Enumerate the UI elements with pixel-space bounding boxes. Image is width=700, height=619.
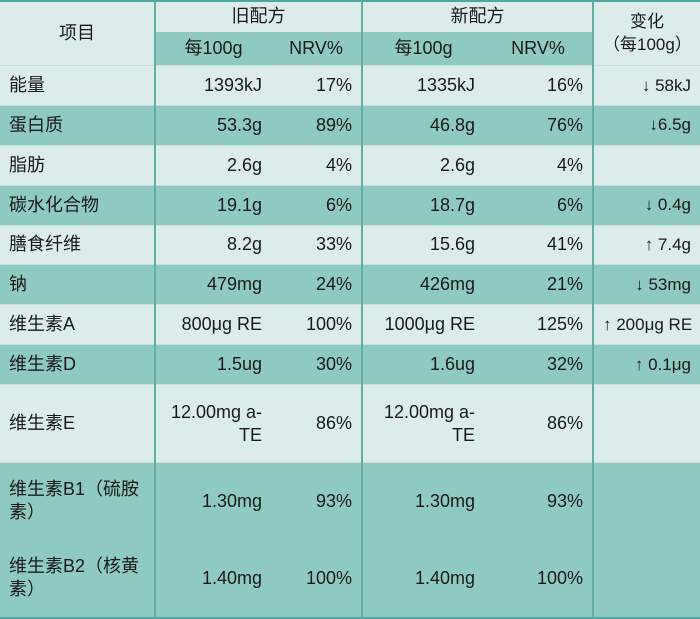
cell-new-amount: 1.40mg bbox=[362, 539, 484, 618]
table-header: 项目 旧配方 新配方 变化 （每100g） 每100g NRV% 每100g N… bbox=[0, 1, 700, 66]
cell-change: ↑ 0.1μg bbox=[593, 344, 700, 385]
cell-old-nrv: 33% bbox=[271, 224, 363, 265]
table-body: 能量 1393kJ 17% 1335kJ 16% ↓ 58kJ 蛋白质 53.3g 89% 46.… bbox=[0, 65, 700, 618]
row-item-label: 维生素E bbox=[0, 383, 155, 463]
header-new-amount: 每100g bbox=[362, 32, 484, 66]
cell-change bbox=[593, 383, 700, 463]
table-row: 维生素D 1.5ug 30% 1.6ug 32% ↑ 0.1μg bbox=[0, 344, 700, 385]
cell-old-nrv: 89% bbox=[271, 104, 363, 146]
cell-new-amount: 1000μg RE bbox=[362, 304, 484, 345]
cell-change: ↓6.5g bbox=[593, 104, 700, 146]
header-change-line1: 变化 bbox=[630, 11, 664, 31]
row-item-label: 蛋白质 bbox=[0, 104, 155, 146]
cell-old-nrv: 17% bbox=[271, 65, 363, 106]
cell-old-amount: 12.00mg a-TE bbox=[154, 383, 271, 463]
cell-old-nrv: 93% bbox=[271, 462, 363, 540]
table-row: 碳水化合物 19.1g 6% 18.7g 6% ↓ 0.4g bbox=[0, 184, 700, 225]
header-item: 项目 bbox=[0, 1, 155, 66]
table-row: 钠 479mg 24% 426mg 21% ↓ 53mg bbox=[0, 264, 700, 305]
cell-old-amount: 53.3g bbox=[154, 104, 271, 146]
row-item-label: 维生素B1（硫胺素） bbox=[0, 462, 155, 540]
cell-change: ↓ 53mg bbox=[593, 264, 700, 305]
cell-old-amount: 1.5ug bbox=[154, 344, 271, 385]
cell-old-amount: 1.30mg bbox=[154, 462, 271, 540]
cell-change: ↑ 7.4g bbox=[593, 224, 700, 265]
cell-new-nrv: 125% bbox=[484, 304, 594, 345]
table-row: 能量 1393kJ 17% 1335kJ 16% ↓ 58kJ bbox=[0, 65, 700, 106]
cell-change: ↓ 0.4g bbox=[593, 184, 700, 225]
cell-new-amount: 1.30mg bbox=[362, 462, 484, 540]
table-row: 脂肪 2.6g 4% 2.6g 4% bbox=[0, 144, 700, 186]
cell-old-nrv: 4% bbox=[271, 144, 363, 186]
row-item-label: 碳水化合物 bbox=[0, 184, 155, 225]
cell-old-nrv: 30% bbox=[271, 344, 363, 385]
cell-old-amount: 1.40mg bbox=[154, 539, 271, 618]
header-change: 变化 （每100g） bbox=[593, 1, 700, 66]
cell-change: ↑ 200μg RE bbox=[593, 304, 700, 345]
cell-old-amount: 479mg bbox=[154, 264, 271, 305]
row-item-label: 膳食纤维 bbox=[0, 224, 155, 265]
cell-new-amount: 426mg bbox=[362, 264, 484, 305]
cell-change: ↓ 58kJ bbox=[593, 65, 700, 106]
table-row: 蛋白质 53.3g 89% 46.8g 76% ↓6.5g bbox=[0, 104, 700, 146]
header-row-subs: 每100g NRV% 每100g NRV% bbox=[0, 32, 700, 66]
header-change-line2: （每100g） bbox=[603, 34, 692, 54]
cell-new-nrv: 4% bbox=[484, 144, 594, 186]
cell-change bbox=[593, 144, 700, 186]
cell-old-amount: 2.6g bbox=[154, 144, 271, 186]
cell-new-amount: 1335kJ bbox=[362, 65, 484, 106]
cell-old-nrv: 100% bbox=[271, 304, 363, 345]
cell-new-amount: 2.6g bbox=[362, 144, 484, 186]
row-item-label: 脂肪 bbox=[0, 144, 155, 186]
row-item-label: 钠 bbox=[0, 264, 155, 305]
table-row: 维生素B1（硫胺素） 1.30mg 93% 1.30mg 93% bbox=[0, 462, 700, 540]
cell-change bbox=[593, 462, 700, 540]
table-row: 维生素E 12.00mg a-TE 86% 12.00mg a-TE 86% bbox=[0, 383, 700, 463]
row-item-label: 维生素D bbox=[0, 344, 155, 385]
cell-new-nrv: 76% bbox=[484, 104, 594, 146]
cell-old-nrv: 86% bbox=[271, 383, 363, 463]
cell-change bbox=[593, 539, 700, 618]
row-item-label: 能量 bbox=[0, 65, 155, 106]
table-row: 维生素B2（核黄素） 1.40mg 100% 1.40mg 100% bbox=[0, 539, 700, 618]
header-group-old: 旧配方 bbox=[154, 1, 363, 32]
cell-new-amount: 46.8g bbox=[362, 104, 484, 146]
cell-new-amount: 12.00mg a-TE bbox=[362, 383, 484, 463]
cell-old-amount: 1393kJ bbox=[154, 65, 271, 106]
cell-new-nrv: 93% bbox=[484, 462, 594, 540]
table-row: 维生素A 800μg RE 100% 1000μg RE 125% ↑ 200μg RE bbox=[0, 304, 700, 345]
cell-new-amount: 15.6g bbox=[362, 224, 484, 265]
cell-old-nrv: 6% bbox=[271, 184, 363, 225]
cell-new-nrv: 100% bbox=[484, 539, 594, 618]
cell-new-amount: 18.7g bbox=[362, 184, 484, 225]
header-group-new: 新配方 bbox=[362, 1, 594, 32]
header-old-amount: 每100g bbox=[154, 32, 271, 66]
cell-old-nrv: 100% bbox=[271, 539, 363, 618]
cell-new-nrv: 16% bbox=[484, 65, 594, 106]
row-item-label: 维生素B2（核黄素） bbox=[0, 539, 155, 618]
header-row-groups: 项目 旧配方 新配方 变化 （每100g） bbox=[0, 1, 700, 66]
table-row: 膳食纤维 8.2g 33% 15.6g 41% ↑ 7.4g bbox=[0, 224, 700, 265]
cell-old-amount: 8.2g bbox=[154, 224, 271, 265]
header-new-nrv: NRV% bbox=[484, 32, 594, 66]
row-item-label: 维生素A bbox=[0, 304, 155, 345]
cell-old-nrv: 24% bbox=[271, 264, 363, 305]
cell-new-nrv: 32% bbox=[484, 344, 594, 385]
cell-old-amount: 19.1g bbox=[154, 184, 271, 225]
cell-new-amount: 1.6ug bbox=[362, 344, 484, 385]
cell-old-amount: 800μg RE bbox=[154, 304, 271, 345]
cell-new-nrv: 86% bbox=[484, 383, 594, 463]
cell-new-nrv: 21% bbox=[484, 264, 594, 305]
cell-new-nrv: 41% bbox=[484, 224, 594, 265]
cell-new-nrv: 6% bbox=[484, 184, 594, 225]
header-old-nrv: NRV% bbox=[271, 32, 363, 66]
